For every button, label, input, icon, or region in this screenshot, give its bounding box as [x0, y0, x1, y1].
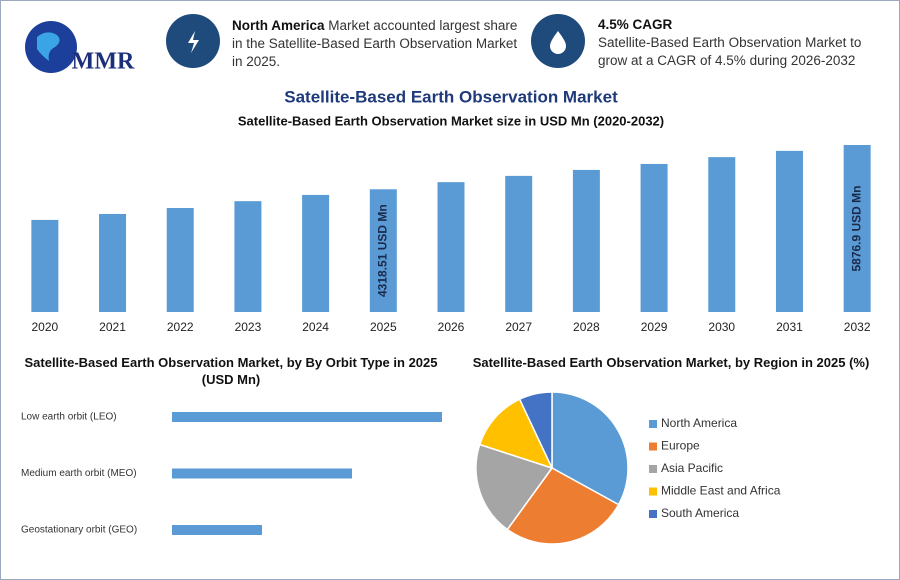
bar	[437, 182, 465, 312]
legend-swatch	[649, 487, 657, 496]
x-tick-label: 2025	[370, 320, 397, 334]
pie-slice	[506, 467, 620, 545]
highlight-text: Market accounted largest share in the Sa…	[232, 18, 518, 69]
pie-slice	[478, 398, 554, 470]
x-tick-label: 2028	[573, 320, 600, 334]
bar	[572, 169, 600, 312]
icon-bolt	[188, 31, 199, 53]
x-tick-label: 2032	[844, 320, 871, 334]
bar	[302, 194, 330, 312]
value-label: 5876.9 USD Mn	[849, 185, 863, 271]
bar	[505, 175, 533, 312]
logo-text: MMR	[72, 49, 135, 75]
x-tick-label: 2021	[99, 320, 126, 334]
x-tick-label: 2027	[505, 320, 532, 334]
y-tick-label: Medium earth orbit (MEO)	[21, 468, 137, 479]
bar	[99, 213, 127, 312]
legend-swatch	[649, 510, 657, 518]
icon-drop	[550, 31, 566, 54]
highlight-title: 4.5% CAGR	[598, 17, 673, 32]
bar	[31, 219, 59, 312]
hbar-chart-title: Satellite-Based Earth Observation Market…	[24, 355, 438, 387]
x-tick-label: 2031	[776, 320, 803, 334]
bar-chart-title: Satellite-Based Earth Observation Market…	[238, 113, 664, 128]
pie-slice	[475, 443, 554, 531]
highlight: North America Market accounted largest s…	[232, 17, 522, 71]
x-tick-label: 2030	[708, 320, 735, 334]
legend-label: Asia Pacific	[661, 461, 723, 475]
y-tick-label: Low earth orbit (LEO)	[21, 412, 117, 423]
bar	[172, 525, 262, 535]
logo-land	[37, 32, 60, 61]
highlight-text: Satellite-Based Earth Observation Market…	[598, 35, 862, 68]
value-label: 4318.51 USD Mn	[375, 204, 389, 297]
highlight-bold: North America	[232, 18, 325, 33]
bar	[640, 163, 668, 312]
bar	[166, 207, 194, 312]
pie-chart-title: Satellite-Based Earth Observation Market…	[472, 355, 870, 370]
bar	[172, 468, 352, 479]
x-tick-label: 2024	[302, 320, 329, 334]
pie-slice	[551, 391, 629, 506]
main-title: Satellite-Based Earth Observation Market	[284, 87, 618, 106]
y-tick-label: Geostationary orbit (GEO)	[21, 525, 137, 536]
highlight: 4.5% CAGR Satellite-Based Earth Observati…	[598, 16, 883, 70]
legend-label: South America	[661, 506, 739, 520]
bar	[172, 412, 442, 422]
bar	[843, 145, 871, 312]
pie-slice	[518, 391, 553, 469]
legend-swatch	[649, 442, 657, 451]
x-tick-label: 2020	[31, 320, 58, 334]
bar	[775, 150, 803, 312]
legend-label: North America	[661, 416, 737, 430]
bar	[708, 157, 736, 312]
x-tick-label: 2023	[235, 320, 262, 334]
legend-swatch	[649, 420, 657, 428]
bar	[369, 189, 397, 312]
legend-swatch	[649, 465, 657, 473]
legend-label: Middle East and Africa	[661, 484, 781, 498]
x-tick-label: 2029	[641, 320, 668, 334]
x-tick-label: 2026	[438, 320, 465, 334]
legend-label: Europe	[661, 439, 700, 453]
bar	[234, 201, 262, 312]
x-tick-label: 2022	[167, 320, 194, 334]
